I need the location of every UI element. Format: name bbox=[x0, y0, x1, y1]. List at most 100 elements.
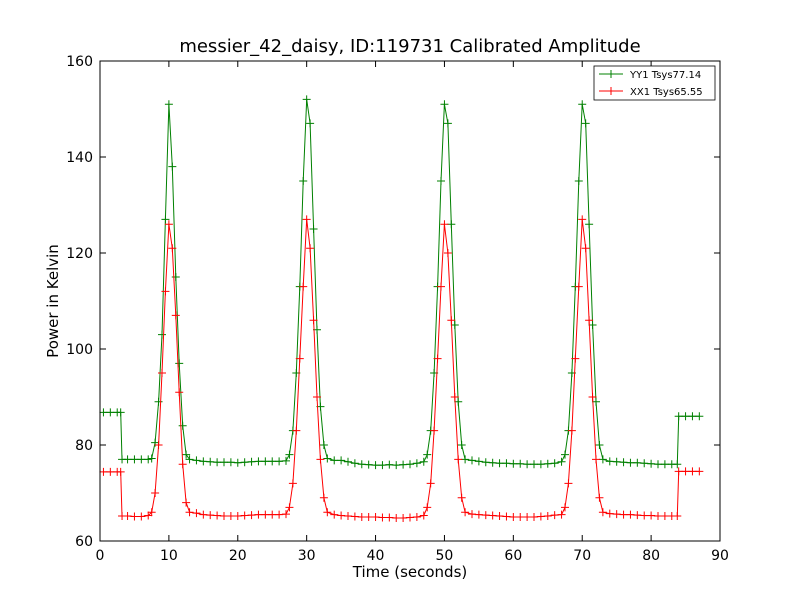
data-point-0 bbox=[309, 225, 318, 233]
data-point-0 bbox=[161, 215, 170, 224]
data-point-1 bbox=[437, 282, 445, 291]
data-point-1 bbox=[137, 512, 146, 521]
data-point-0 bbox=[199, 457, 208, 466]
legend-label-xx1: XX1 Tsys65.55 bbox=[630, 87, 703, 98]
data-point-0 bbox=[578, 100, 587, 109]
data-point-1 bbox=[261, 510, 270, 519]
data-point-0 bbox=[371, 461, 380, 470]
data-point-1 bbox=[399, 513, 408, 522]
data-point-1 bbox=[612, 510, 621, 519]
data-point-1 bbox=[674, 467, 683, 476]
data-point-1 bbox=[647, 511, 656, 520]
data-point-1 bbox=[233, 512, 242, 521]
data-point-0 bbox=[447, 220, 456, 229]
data-point-1 bbox=[598, 508, 607, 517]
data-point-0 bbox=[116, 408, 125, 417]
data-point-1 bbox=[481, 511, 490, 520]
data-point-0 bbox=[595, 441, 604, 449]
data-point-0 bbox=[392, 461, 401, 470]
data-point-0 bbox=[168, 162, 177, 171]
data-point-1 bbox=[585, 316, 594, 325]
y-tick-label: 160 bbox=[66, 54, 93, 70]
data-point-0 bbox=[626, 458, 635, 467]
data-point-1 bbox=[288, 479, 297, 488]
data-point-0 bbox=[323, 454, 332, 463]
data-point-1 bbox=[660, 512, 669, 521]
data-point-0 bbox=[282, 456, 290, 465]
data-point-0 bbox=[474, 457, 483, 466]
data-point-1 bbox=[313, 393, 321, 401]
data-point-1 bbox=[123, 512, 132, 521]
data-point-1 bbox=[588, 393, 597, 401]
data-point-0 bbox=[147, 454, 156, 463]
data-point-1 bbox=[185, 508, 194, 517]
data-point-1 bbox=[626, 510, 635, 519]
data-point-1 bbox=[144, 511, 153, 520]
x-axis-label: Time (seconds) bbox=[352, 563, 468, 581]
data-point-1 bbox=[450, 393, 459, 401]
data-point-0 bbox=[423, 450, 432, 459]
data-point-1 bbox=[488, 511, 497, 520]
data-point-0 bbox=[302, 95, 311, 104]
data-point-1 bbox=[282, 510, 290, 519]
data-point-1 bbox=[571, 354, 580, 363]
data-point-1 bbox=[306, 244, 315, 253]
legend: YY1 Tsys77.14 XX1 Tsys65.55 bbox=[593, 65, 716, 101]
data-point-1 bbox=[581, 244, 590, 253]
y-tick-label: 80 bbox=[75, 438, 93, 454]
data-point-1 bbox=[295, 354, 304, 363]
data-point-1 bbox=[385, 513, 394, 522]
data-point-1 bbox=[158, 369, 166, 377]
data-point-0 bbox=[461, 455, 470, 464]
data-point-1 bbox=[550, 511, 559, 520]
data-point-1 bbox=[254, 510, 263, 519]
data-point-1 bbox=[423, 503, 432, 512]
data-point-1 bbox=[168, 244, 177, 253]
data-point-1 bbox=[106, 467, 115, 476]
data-point-0 bbox=[654, 460, 662, 469]
data-point-1 bbox=[299, 282, 308, 291]
data-point-1 bbox=[595, 493, 604, 502]
data-point-1 bbox=[654, 512, 662, 521]
x-tick-label: 0 bbox=[96, 548, 105, 564]
data-point-0 bbox=[268, 457, 277, 466]
data-point-1 bbox=[309, 316, 318, 325]
data-point-1 bbox=[323, 508, 332, 517]
data-point-0 bbox=[306, 119, 315, 128]
data-point-1 bbox=[426, 479, 435, 488]
data-point-1 bbox=[330, 510, 339, 519]
data-point-0 bbox=[543, 459, 552, 468]
data-point-0 bbox=[468, 456, 476, 465]
legend-label-yy1: YY1 Tsys77.14 bbox=[629, 70, 701, 81]
data-point-1 bbox=[147, 508, 156, 517]
x-tick-label: 50 bbox=[436, 548, 454, 564]
data-point-0 bbox=[285, 450, 294, 459]
data-point-0 bbox=[330, 456, 339, 465]
data-point-1 bbox=[419, 511, 428, 520]
data-point-1 bbox=[275, 510, 284, 519]
data-point-0 bbox=[598, 455, 607, 464]
data-point-1 bbox=[557, 510, 566, 519]
data-point-0 bbox=[660, 460, 669, 469]
data-point-1 bbox=[319, 493, 328, 502]
data-point-0 bbox=[357, 460, 366, 469]
data-point-1 bbox=[523, 513, 532, 521]
data-point-1 bbox=[578, 215, 587, 224]
y-tick-label: 140 bbox=[66, 150, 93, 166]
data-point-1 bbox=[292, 426, 301, 435]
data-point-1 bbox=[561, 503, 569, 512]
data-point-0 bbox=[123, 455, 132, 464]
data-point-1 bbox=[116, 467, 125, 476]
data-point-0 bbox=[399, 460, 408, 469]
data-point-0 bbox=[640, 459, 649, 468]
data-point-0 bbox=[233, 458, 242, 467]
y-tick-label: 120 bbox=[66, 246, 93, 262]
data-point-1 bbox=[474, 510, 483, 519]
data-point-1 bbox=[574, 282, 583, 291]
data-point-0 bbox=[275, 457, 284, 466]
data-point-0 bbox=[488, 458, 497, 467]
data-point-1 bbox=[371, 513, 380, 521]
data-point-1 bbox=[171, 311, 180, 320]
data-point-0 bbox=[154, 397, 163, 406]
data-point-1 bbox=[564, 479, 573, 488]
